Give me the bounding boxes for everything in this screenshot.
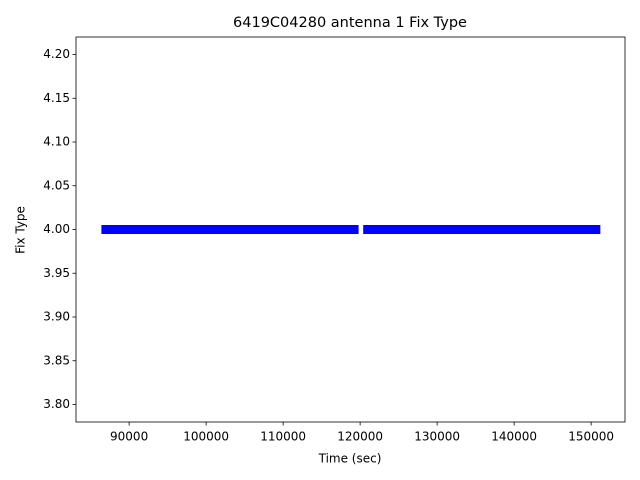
x-tick-label: 100000 [183,430,229,444]
y-tick-label: 4.10 [43,135,70,149]
y-axis-label: Fix Type [14,206,28,254]
y-tick-label: 4.15 [43,91,70,105]
y-tick-label: 4.20 [43,47,70,61]
y-tick-label: 3.80 [43,397,70,411]
x-tick-label: 120000 [337,430,383,444]
x-tick-label: 140000 [491,430,537,444]
x-tick-label: 130000 [414,430,460,444]
y-tick-label: 3.90 [43,310,70,324]
x-tick-label: 150000 [568,430,614,444]
plot-frame [75,36,626,423]
y-tick-label: 4.05 [43,178,70,192]
x-axis-label: Time (sec) [318,452,382,466]
chart-title: 6419C04280 antenna 1 Fix Type [233,15,467,31]
x-tick-label: 90000 [110,430,148,444]
y-tick-label: 4.00 [43,222,70,236]
x-tick-label: 110000 [260,430,306,444]
y-tick-label: 3.95 [43,266,70,280]
y-tick-label: 3.85 [43,353,70,367]
